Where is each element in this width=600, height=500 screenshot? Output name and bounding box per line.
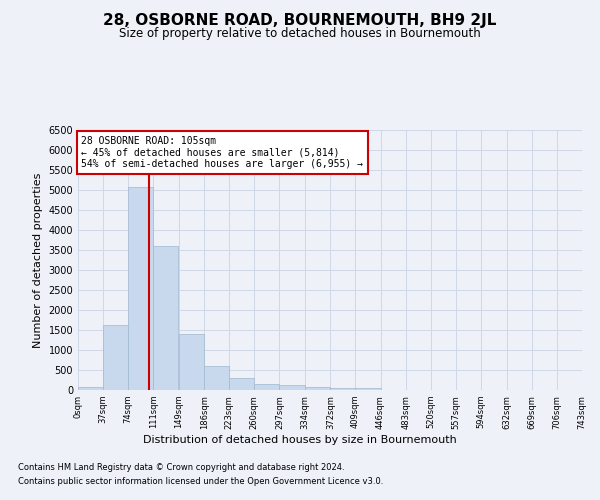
Text: Contains HM Land Registry data © Crown copyright and database right 2024.: Contains HM Land Registry data © Crown c… <box>18 462 344 471</box>
Text: Size of property relative to detached houses in Bournemouth: Size of property relative to detached ho… <box>119 28 481 40</box>
Text: Contains public sector information licensed under the Open Government Licence v3: Contains public sector information licen… <box>18 478 383 486</box>
Bar <box>280 386 305 390</box>
Text: Distribution of detached houses by size in Bournemouth: Distribution of detached houses by size … <box>143 435 457 445</box>
Y-axis label: Number of detached properties: Number of detached properties <box>33 172 43 348</box>
Bar <box>153 246 178 390</box>
Bar <box>254 384 280 390</box>
Text: 28, OSBORNE ROAD, BOURNEMOUTH, BH9 2JL: 28, OSBORNE ROAD, BOURNEMOUTH, BH9 2JL <box>103 12 497 28</box>
Bar <box>355 388 380 390</box>
Bar <box>229 378 254 390</box>
Text: 28 OSBORNE ROAD: 105sqm
← 45% of detached houses are smaller (5,814)
54% of semi: 28 OSBORNE ROAD: 105sqm ← 45% of detache… <box>82 136 364 169</box>
Bar <box>204 366 229 390</box>
Bar <box>103 325 128 390</box>
Bar <box>128 187 153 390</box>
Bar <box>331 388 355 390</box>
Bar <box>305 387 329 390</box>
Bar <box>179 334 204 390</box>
Bar <box>78 387 103 390</box>
